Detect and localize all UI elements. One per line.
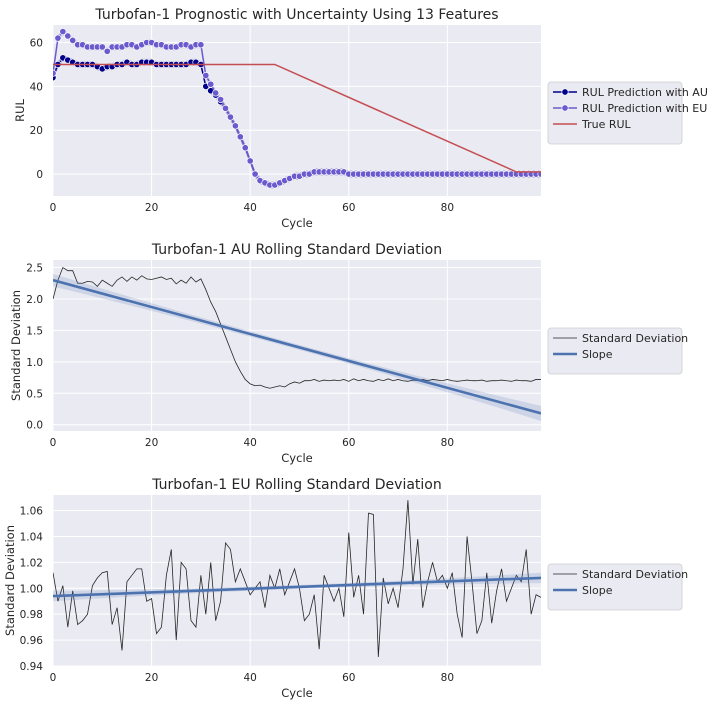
chart0-xtick-label: 40 (243, 202, 256, 214)
chart0-legend-marker-1 (561, 104, 569, 112)
chart1-ytick-label: 1.0 (26, 357, 43, 369)
chart1-title: Turbofan-1 AU Rolling Standard Deviation (151, 242, 442, 258)
chart1-legend-label-1: Slope (582, 348, 613, 361)
chart2-series-1-line (53, 576, 541, 598)
chart2-ylabel: Standard Deviation (3, 525, 17, 636)
chart1-xtick-label: 60 (342, 437, 355, 449)
chart0-xlabel: Cycle (281, 216, 312, 230)
chart1: 0 20 40 60 80 0.0 0.5 1.0 1.5 2.0 2.5 Turbofan-1 AU… (9, 242, 688, 465)
chart2-title: Turbofan-1 EU Rolling Standard Deviation (151, 477, 442, 493)
chart0-legend-marker-0 (561, 88, 569, 96)
chart0-series-1-point (64, 32, 72, 40)
chart0-series-1-point (59, 28, 67, 36)
chart0-series-1-point (226, 113, 235, 121)
chart1-legend-label-0: Standard Deviation (582, 332, 688, 345)
chart1-series-0-line (53, 266, 541, 389)
chart0-series-1-point (207, 80, 215, 88)
chart0-ylabel: RUL (13, 99, 27, 122)
chart0-series-1-point (69, 36, 77, 44)
chart0-series-1-point (231, 122, 239, 130)
chart0-ytick-label: 40 (30, 81, 43, 93)
chart1-ylabel: Standard Deviation (9, 290, 23, 401)
chart0-series-1-point (221, 104, 230, 112)
chart1-xtick-label: 40 (243, 437, 256, 449)
chart1-ytick-label: 0.0 (26, 420, 43, 432)
chart0-legend-label-0: RUL Prediction with AU (582, 86, 708, 99)
chart1-series-1-line (53, 278, 541, 415)
chart2-ytick-label: 0.94 (20, 661, 44, 673)
chart0-ytick-label: 60 (30, 38, 43, 50)
chart1-ytick-label: 0.5 (26, 388, 43, 400)
chart1-legend: Standard Deviation Slope (547, 327, 688, 375)
chart0-xtick-label: 60 (342, 202, 355, 214)
chart0-series-1-point (246, 157, 254, 165)
chart0-series-1-point (54, 34, 62, 42)
chart1-ytick-label: 1.5 (26, 325, 43, 337)
chart0-legend-label-1: RUL Prediction with EU (582, 102, 707, 115)
chart1-legend-box (547, 327, 683, 375)
chart1-xtick-label: 20 (145, 437, 158, 449)
chart2-series-0-line (53, 500, 541, 657)
chart2-legend-label-1: Slope (582, 584, 613, 597)
chart0-series-1-point (236, 133, 244, 141)
chart2-legend-label-0: Standard Deviation (582, 568, 688, 581)
chart1-xtick-label: 0 (50, 437, 57, 449)
chart0-series-1-point (241, 144, 249, 152)
chart0-title: Turbofan-1 Prognostic with Uncertainty U… (94, 7, 498, 23)
chart2-ytick-label: 1.02 (20, 557, 43, 569)
chart0-series-1-point (251, 170, 259, 178)
chart2-ytick-label: 0.98 (20, 609, 43, 621)
chart2-xtick-label: 0 (50, 672, 57, 684)
chart0: 0 20 40 60 80 0 20 40 60 Turbofan-1 Prognostic wi… (13, 7, 708, 230)
chart0-series-1-point (202, 71, 210, 79)
chart2-legend: Standard Deviation Slope (547, 563, 688, 611)
chart2-xtick-label: 40 (243, 672, 256, 684)
chart2-legend-box (547, 563, 683, 611)
chart1-ytick-label: 2.0 (26, 294, 43, 306)
chart0-legend-box (547, 81, 683, 145)
chart2-ytick-label: 1.04 (20, 531, 44, 543)
chart2-ytick-label: 1.06 (20, 506, 44, 518)
chart2: 0 20 40 60 80 0.94 0.96 0.98 1.00 1.02 1.04 1.06 Tur… (3, 477, 688, 700)
chart1-xlabel: Cycle (281, 451, 312, 465)
chart0-series-1-point (212, 89, 220, 97)
chart0-plot-area (53, 25, 541, 196)
chart0-ytick-label: 0 (36, 169, 43, 181)
chart0-series-1-point (98, 43, 106, 51)
chart0-ytick-label: 20 (30, 125, 43, 137)
chart0-legend: RUL Prediction with AU RUL Prediction wit… (547, 81, 708, 145)
chart2-xlabel: Cycle (281, 686, 312, 700)
chart0-series-1-point (217, 95, 225, 104)
chart0-series-1-point (53, 69, 57, 77)
chart2-xtick-label: 60 (342, 672, 355, 684)
chart1-ytick-label: 2.5 (26, 263, 43, 275)
chart2-ytick-label: 1.00 (20, 583, 43, 595)
chart0-xtick-label: 20 (145, 202, 158, 214)
chart0-legend-label-2: True RUL (581, 118, 632, 131)
chart2-ytick-label: 0.96 (20, 635, 44, 647)
chart0-series-1-point (103, 47, 111, 55)
chart0-series-2-line (53, 63, 541, 173)
chart0-series-1-point (197, 41, 205, 49)
chart0-xtick-label: 80 (441, 202, 454, 214)
chart2-xtick-label: 80 (441, 672, 454, 684)
chart1-xtick-label: 80 (441, 437, 454, 449)
chart0-xtick-label: 0 (50, 202, 57, 214)
chart2-xtick-label: 20 (145, 672, 158, 684)
